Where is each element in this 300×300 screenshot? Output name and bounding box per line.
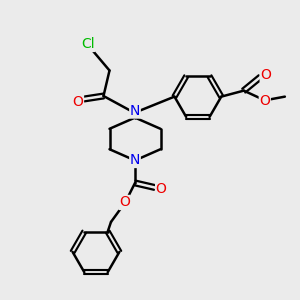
Text: N: N — [130, 153, 140, 167]
Text: O: O — [260, 68, 271, 82]
Text: Cl: Cl — [81, 38, 94, 51]
Text: O: O — [156, 182, 167, 196]
Text: O: O — [259, 94, 270, 108]
Text: N: N — [130, 104, 140, 118]
Text: O: O — [119, 195, 130, 209]
Text: O: O — [73, 95, 83, 109]
